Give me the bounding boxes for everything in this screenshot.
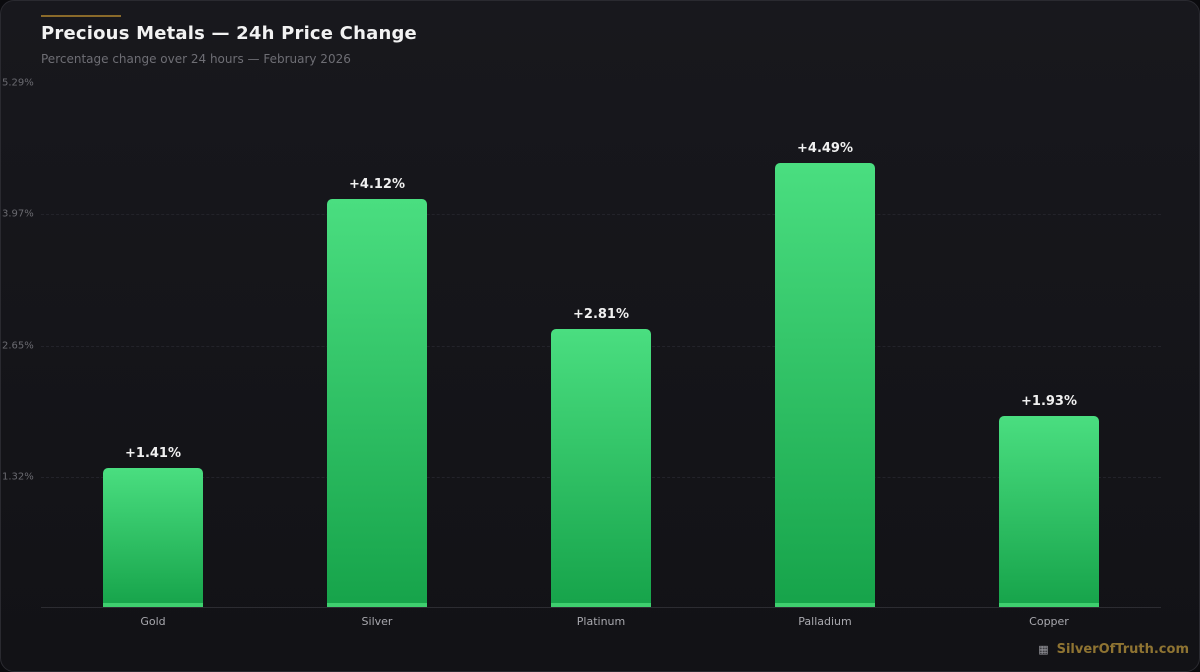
x-axis-label: Platinum bbox=[576, 615, 626, 628]
y-tick-label: 1.32% bbox=[2, 471, 34, 483]
bar-silver bbox=[327, 199, 427, 607]
branding: ▦ SilverOfTruth.com bbox=[1038, 642, 1189, 657]
bar-value-label: +4.49% bbox=[797, 141, 853, 156]
title-accent-line bbox=[41, 15, 121, 17]
x-axis-label: Gold bbox=[140, 615, 166, 628]
bar-palladium bbox=[775, 163, 875, 607]
bar-value-label: +1.93% bbox=[1021, 394, 1077, 409]
chart-subtitle: Percentage change over 24 hours — Februa… bbox=[41, 52, 351, 66]
bar-value-label: +4.12% bbox=[349, 177, 405, 192]
bar-value-label: +1.41% bbox=[125, 446, 181, 461]
bar-gold bbox=[103, 468, 203, 607]
y-tick-label: 2.65% bbox=[2, 340, 34, 352]
bar-copper bbox=[999, 416, 1099, 607]
x-axis-label: Copper bbox=[1029, 615, 1069, 628]
y-tick-label: 5.29% bbox=[2, 77, 34, 89]
y-tick-label: 3.97% bbox=[2, 208, 34, 220]
bar-value-label: +2.81% bbox=[573, 307, 629, 322]
bar-platinum bbox=[551, 329, 651, 607]
gridline bbox=[41, 214, 1161, 215]
silver-bars-icon: ▦ bbox=[1038, 643, 1049, 656]
x-axis-label: Silver bbox=[361, 615, 393, 628]
x-axis-baseline bbox=[41, 607, 1161, 608]
chart-title: Precious Metals — 24h Price Change bbox=[41, 23, 417, 44]
x-axis-label: Palladium bbox=[798, 615, 852, 628]
brand-text: SilverOfTruth.com bbox=[1056, 642, 1189, 657]
